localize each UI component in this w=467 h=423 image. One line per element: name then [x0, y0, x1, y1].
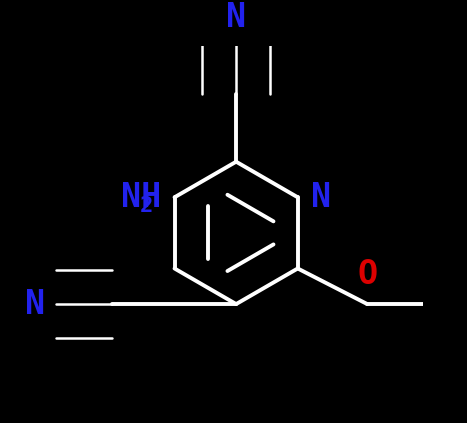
- Text: NH: NH: [121, 181, 161, 214]
- Text: N: N: [25, 288, 45, 321]
- Text: N: N: [311, 181, 332, 214]
- Text: O: O: [357, 258, 377, 291]
- Text: 2: 2: [140, 196, 153, 216]
- Text: N: N: [226, 1, 246, 34]
